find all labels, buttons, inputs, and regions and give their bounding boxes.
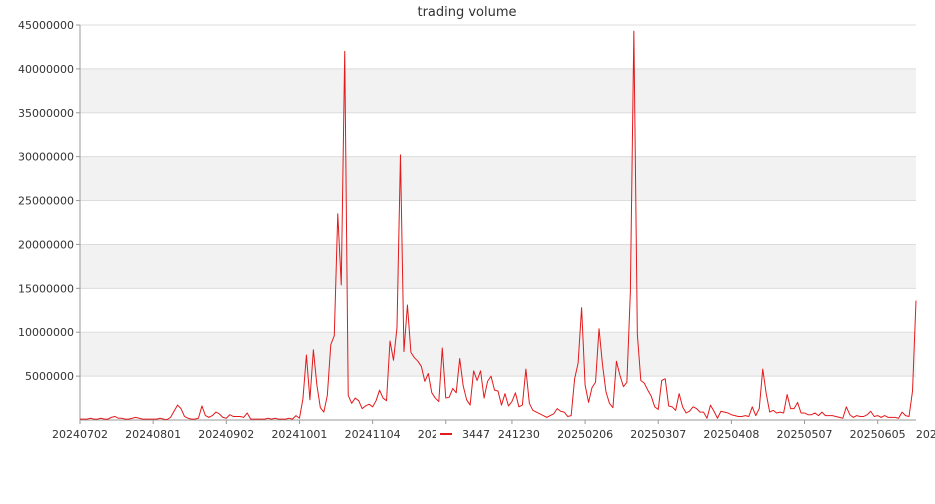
y-tick-label: 30000000 xyxy=(18,151,74,164)
x-tick-label: 20240702 xyxy=(52,428,108,441)
grid-band xyxy=(80,244,916,289)
legend-background xyxy=(436,425,498,441)
series-line-3447 xyxy=(80,30,917,421)
x-axis-ticks: 20240702 20240801 20240902 20241001 20241104… xyxy=(52,420,935,441)
series-layer xyxy=(80,30,917,421)
axes xyxy=(79,25,916,421)
y-tick-label: 10000000 xyxy=(18,326,74,339)
y-tick-label: 45000000 xyxy=(18,19,74,32)
x-tick-label: 20241001 xyxy=(271,428,327,441)
grid-band xyxy=(80,68,916,113)
x-tick-label: 20250408 xyxy=(703,428,759,441)
y-tick-label: 15000000 xyxy=(18,282,74,295)
legend-label-3447: 3447 xyxy=(462,428,490,441)
y-tick-label: 20000000 xyxy=(18,238,74,251)
y-tick-label: 5000000 xyxy=(25,370,74,383)
y-tick-label: 35000000 xyxy=(18,107,74,120)
chart-title: trading volume xyxy=(417,5,516,20)
gridlines xyxy=(80,24,916,377)
x-tick-label: 20250702 xyxy=(916,428,935,441)
legend: 3447 xyxy=(436,425,498,441)
x-tick-label: 20250507 xyxy=(777,428,833,441)
x-tick-label: 20250307 xyxy=(630,428,686,441)
x-tick-label: 20250605 xyxy=(850,428,906,441)
y-tick-label: 25000000 xyxy=(18,195,74,208)
x-tick-label: 20250206 xyxy=(557,428,613,441)
y-tick-label: 40000000 xyxy=(18,63,74,76)
y-axis-ticks: 5000000 10000000 15000000 20000000 25000000 3… xyxy=(18,19,80,383)
x-tick-label: 20241104 xyxy=(345,428,401,441)
x-tick-label: 20240801 xyxy=(125,428,181,441)
grid-bands xyxy=(80,68,916,377)
grid-band xyxy=(80,332,916,377)
grid-band xyxy=(80,156,916,201)
x-tick-label: 20240902 xyxy=(198,428,254,441)
